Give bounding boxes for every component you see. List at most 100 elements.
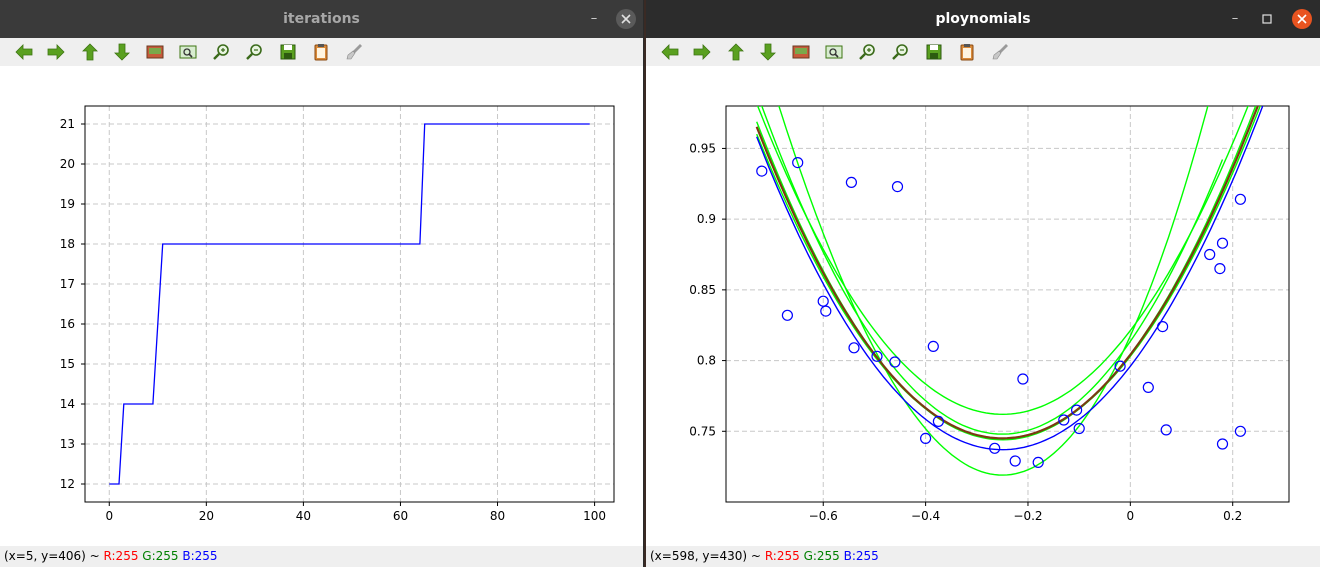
toolbar [0, 38, 643, 66]
arrow-right-button[interactable] [46, 42, 66, 62]
y-tick-label: 19 [60, 197, 75, 211]
zoom-fit-icon [179, 45, 197, 59]
arrow-left-button[interactable] [660, 42, 680, 62]
fit-curve-green [761, 106, 1224, 435]
y-tick-label: 21 [60, 117, 75, 131]
y-tick-label: 13 [60, 437, 75, 451]
window-title: ploynomials [935, 11, 1031, 27]
arrow-left-button[interactable] [14, 42, 34, 62]
plot-frame [84, 105, 615, 503]
green-value: G:255 [142, 549, 179, 563]
close-button[interactable] [616, 9, 636, 29]
x-tick-label: −0.6 [809, 509, 838, 523]
x-tick-label: 60 [393, 509, 408, 523]
data-point [1160, 424, 1172, 436]
x-tick-label: 0 [1127, 509, 1135, 523]
zoom-fit-button[interactable] [824, 42, 844, 62]
zoom-in-icon [213, 44, 229, 60]
toolbar [646, 38, 1320, 66]
title-bar[interactable]: ploynomials – [646, 0, 1320, 38]
fit-curve-blue [756, 106, 1264, 451]
data-point [1216, 438, 1229, 450]
blue-value: B:255 [843, 549, 879, 563]
data-point [781, 309, 793, 321]
cursor-coords: (x=598, y=430) ~ [650, 549, 761, 563]
arrow-up-button[interactable] [80, 42, 100, 62]
iterations-window: iterations – 0 20 40 60 80 100 12 13 14 15 16 17 18 1… [0, 0, 644, 567]
close-icon [1297, 14, 1307, 24]
x-tick-label: 0 [105, 509, 113, 523]
ploynomials-chart[interactable]: −0.6 −0.4 −0.2 0 0.2 0.75 0.8 0.85 0.9 0.95 [646, 66, 1320, 546]
close-icon [621, 14, 631, 24]
image-icon [146, 45, 164, 59]
title-bar[interactable]: iterations – [0, 0, 643, 38]
clipboard-button[interactable] [957, 42, 977, 62]
image-button[interactable] [791, 42, 811, 62]
y-tick-label: 0.85 [689, 283, 716, 297]
arrow-up-icon [728, 43, 744, 61]
arrow-right-button[interactable] [692, 42, 712, 62]
data-point [1058, 414, 1070, 426]
image-button[interactable] [145, 42, 165, 62]
data-point [989, 442, 1001, 454]
minimize-button[interactable]: – [1231, 11, 1239, 26]
x-tick-label: −0.2 [1013, 509, 1042, 523]
grid [85, 106, 614, 502]
window-title: iterations [283, 11, 360, 27]
zoom-out-button[interactable] [245, 42, 265, 62]
y-tick-label: 0.75 [689, 424, 716, 438]
ploynomials-window: ploynomials – −0.6 −0.4 −0.2 0 0.2 0.75 0.8 0.8… [646, 0, 1320, 567]
red-value: R:255 [103, 549, 139, 563]
arrow-down-icon [114, 43, 130, 61]
save-button[interactable] [278, 42, 298, 62]
fit-curve-green [756, 106, 1261, 440]
arrow-down-button[interactable] [112, 42, 132, 62]
close-button[interactable] [1292, 9, 1312, 29]
data-point [845, 176, 857, 189]
data-point [756, 165, 768, 177]
data-point [820, 305, 832, 317]
clipboard-icon [314, 44, 328, 61]
minimize-button[interactable]: – [590, 11, 598, 26]
data-point [1009, 455, 1021, 467]
zoom-out-icon [892, 44, 908, 60]
brush-button[interactable] [344, 42, 364, 62]
zoom-fit-button[interactable] [178, 42, 198, 62]
grid [726, 106, 1289, 502]
maximize-button[interactable] [1258, 10, 1276, 28]
zoom-in-button[interactable] [858, 42, 878, 62]
x-tick-label: 40 [296, 509, 311, 523]
data-point [1214, 263, 1226, 275]
status-bar: (x=5, y=406) ~ R:255 G:255 B:255 [0, 546, 643, 567]
data-point [932, 415, 944, 427]
arrow-right-icon [693, 44, 711, 60]
brush-button[interactable] [990, 42, 1010, 62]
data-point [848, 342, 860, 354]
arrow-up-button[interactable] [726, 42, 746, 62]
data-point [1073, 422, 1085, 435]
iterations-chart[interactable]: 0 20 40 60 80 100 12 13 14 15 16 17 18 19 20 21 [0, 66, 644, 546]
data-points [756, 156, 1247, 468]
zoom-out-button[interactable] [891, 42, 911, 62]
data-point [1142, 381, 1154, 393]
data-point [891, 180, 904, 193]
x-tick-label: 20 [199, 509, 214, 523]
brush-icon [992, 44, 1008, 60]
x-tick-label: 0.2 [1223, 509, 1242, 523]
data-point [871, 350, 883, 362]
y-tick-label: 15 [60, 357, 75, 371]
clipboard-button[interactable] [311, 42, 331, 62]
blue-value: B:255 [182, 549, 218, 563]
zoom-fit-icon [825, 45, 843, 59]
data-point [1017, 373, 1029, 385]
data-point [792, 156, 804, 169]
x-tick-label: 80 [490, 509, 505, 523]
arrow-down-icon [760, 43, 776, 61]
data-point [927, 340, 939, 352]
data-point [920, 432, 932, 444]
zoom-in-button[interactable] [212, 42, 232, 62]
maximize-icon [1262, 14, 1272, 24]
data-point [1032, 456, 1044, 468]
save-button[interactable] [924, 42, 944, 62]
arrow-down-button[interactable] [758, 42, 778, 62]
